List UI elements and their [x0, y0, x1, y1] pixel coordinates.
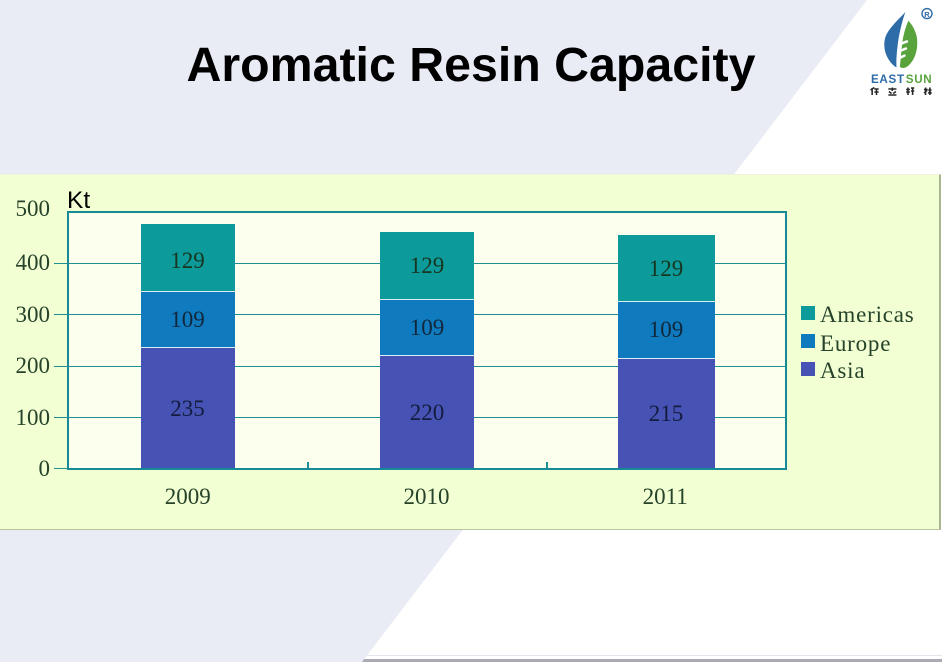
svg-text:EAST: EAST [871, 73, 905, 86]
svg-text:R: R [924, 10, 930, 19]
svg-text:SUN: SUN [906, 73, 933, 86]
